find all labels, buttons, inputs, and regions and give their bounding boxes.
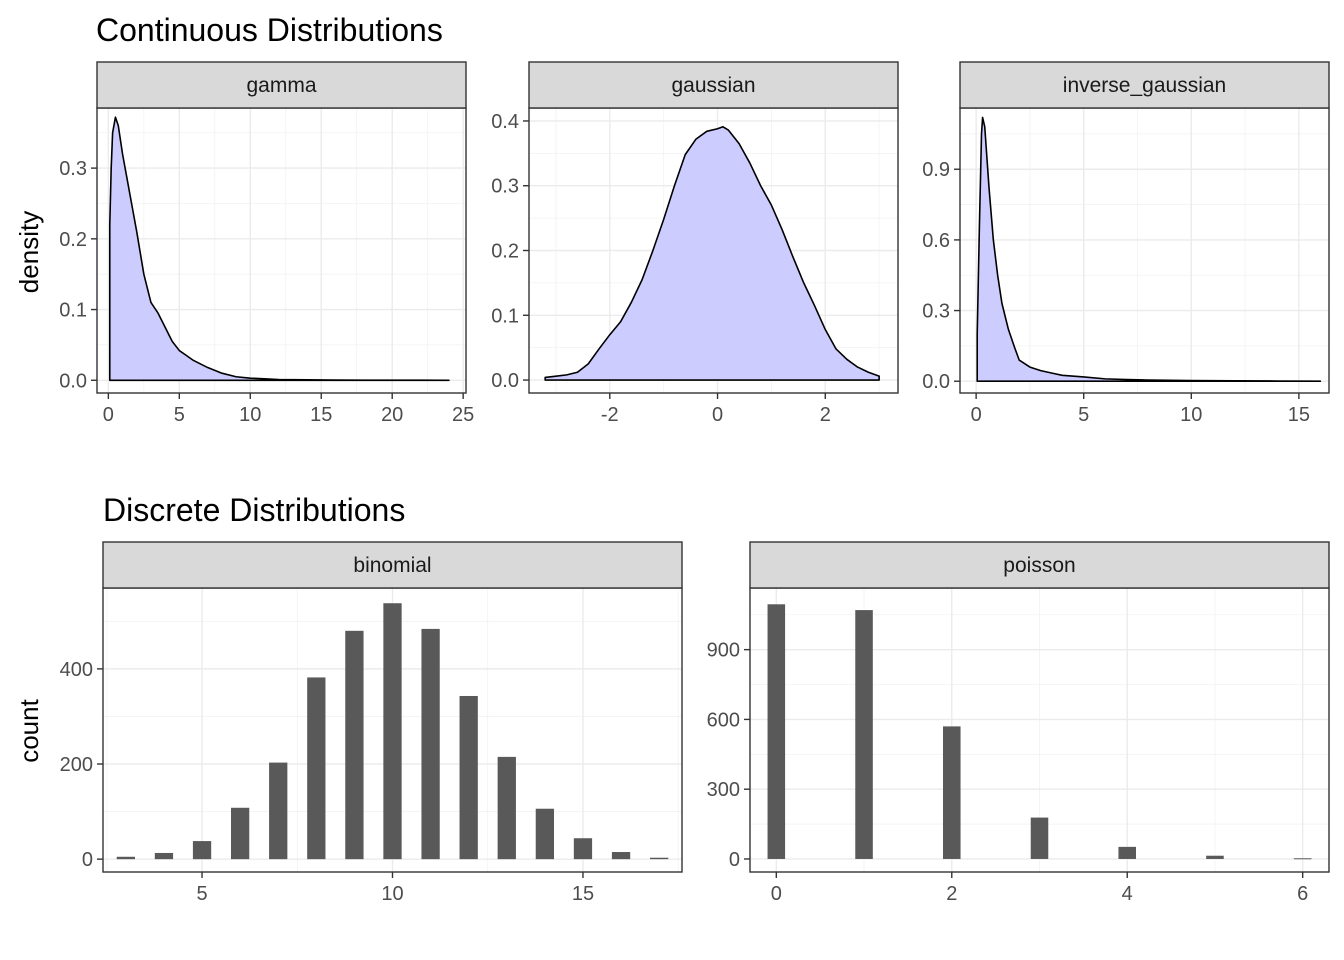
facet-strip: [528, 61, 899, 109]
facet-strip: [749, 541, 1330, 589]
x-tick-label: 15: [310, 404, 332, 426]
y-tick-label: 0.9: [922, 159, 950, 181]
y-tick-label: 900: [707, 640, 740, 662]
continuous-y-axis-label: density: [14, 211, 44, 293]
y-tick-label: 0.0: [491, 370, 519, 392]
discrete-y-axis-label: count: [14, 698, 44, 762]
y-tick-label: 0.0: [922, 371, 950, 393]
panel-poisson: poisson 0 2 4 6 0 300 600 900: [707, 541, 1330, 905]
x-tick-label: 6: [1297, 883, 1308, 905]
y-tick-label: 0: [82, 849, 93, 871]
density-area: [109, 117, 449, 381]
density-line: [544, 125, 880, 381]
panel-gaussian: gaussian -2 0 2 0.0 0.1 0.2 0.3 0.4: [491, 61, 899, 426]
panel-binomial: binomial 5 10 15 0 200 400: [60, 541, 683, 905]
bar-poisson-1: [855, 610, 873, 859]
facet-strip-label: gaussian: [671, 74, 755, 97]
x-tick-label: 0: [971, 404, 982, 426]
bar-poisson-0: [767, 604, 786, 859]
x-tick-label: 4: [1122, 883, 1133, 905]
bar-binomial-3: [116, 856, 135, 860]
bar-binomial-16: [611, 852, 631, 860]
y-tick-label: 0.2: [491, 241, 519, 263]
bar-poisson-3: [1030, 817, 1049, 859]
bar-binomial-17: [650, 857, 669, 860]
x-tick-label: 15: [1288, 404, 1310, 426]
y-tick-label: 0.6: [922, 230, 950, 252]
y-tick-label: 0.0: [59, 370, 87, 392]
panel-inverse-gaussian: inverse_gaussian 0 5 10 15 0.0 0.3 0.6 0.9: [922, 61, 1330, 426]
y-tick-label: 0: [729, 849, 740, 871]
x-tick-label: 25: [452, 404, 474, 426]
density-line: [976, 116, 1322, 383]
y-tick-label: 0.4: [491, 111, 519, 133]
facet-strip-label: inverse_gaussian: [1063, 74, 1226, 97]
bar-binomial-8: [307, 677, 326, 860]
facet-strip: [96, 61, 467, 109]
bar-binomial-12: [459, 695, 478, 860]
x-tick-label: 2: [946, 883, 957, 905]
facet-strip: [959, 61, 1330, 109]
x-tick-label: 2: [820, 404, 831, 426]
y-tick-label: 0.1: [491, 305, 519, 327]
bar-binomial-5: [192, 841, 212, 860]
bar-binomial-11: [421, 628, 440, 860]
bar-binomial-9: [345, 630, 364, 860]
bar-poisson-5: [1206, 855, 1224, 859]
density-area: [977, 117, 1321, 382]
bar-binomial-4: [154, 852, 174, 860]
facet-strip-label: binomial: [353, 554, 431, 577]
bar-binomial-7: [269, 762, 288, 860]
x-tick-label: 15: [572, 883, 594, 905]
panel-gamma: gamma 0 5 10 15 20 25 0.0 0.1 0.2 0.3: [59, 61, 474, 426]
continuous-section-title: Continuous Distributions: [96, 12, 443, 48]
x-tick-label: 10: [1180, 404, 1202, 426]
y-tick-label: 0.3: [491, 176, 519, 198]
bar-poisson-4: [1118, 846, 1136, 859]
x-tick-label: 10: [239, 404, 261, 426]
x-tick-label: 0: [712, 404, 723, 426]
y-tick-label: 200: [60, 754, 93, 776]
facet-strip: [102, 541, 683, 589]
y-tick-label: 0.1: [59, 300, 87, 322]
bar-poisson-2: [943, 726, 961, 859]
x-tick-label: 5: [174, 404, 185, 426]
x-tick-label: 10: [381, 883, 403, 905]
y-tick-label: 0.2: [59, 229, 87, 251]
x-tick-label: 20: [381, 404, 403, 426]
discrete-section-title: Discrete Distributions: [103, 492, 405, 528]
x-tick-label: 0: [771, 883, 782, 905]
bar-binomial-13: [497, 756, 516, 860]
y-tick-label: 0.3: [59, 158, 87, 180]
x-tick-label: 5: [1078, 404, 1089, 426]
bar-poisson-6: [1293, 858, 1312, 860]
bar-binomial-15: [573, 838, 593, 860]
y-tick-label: 600: [707, 709, 740, 731]
bar-binomial-10: [383, 603, 402, 860]
density-line: [108, 116, 450, 382]
density-area: [545, 126, 880, 381]
x-tick-label: -2: [601, 404, 619, 426]
facet-strip-label: poisson: [1003, 554, 1075, 577]
y-tick-label: 300: [707, 779, 740, 801]
y-tick-label: 0.3: [922, 301, 950, 323]
y-tick-label: 400: [60, 659, 93, 681]
x-tick-label: 5: [196, 883, 207, 905]
bar-binomial-14: [535, 808, 555, 860]
bar-binomial-6: [230, 807, 250, 860]
x-tick-label: 0: [103, 404, 114, 426]
facet-strip-label: gamma: [246, 74, 316, 97]
